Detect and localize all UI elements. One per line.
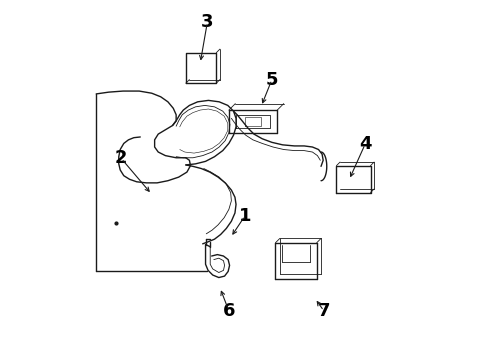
Text: 4: 4 xyxy=(359,135,371,153)
Text: 3: 3 xyxy=(201,13,214,31)
Text: 5: 5 xyxy=(266,71,278,89)
Text: 2: 2 xyxy=(115,149,127,167)
Text: 7: 7 xyxy=(318,302,330,320)
Text: 6: 6 xyxy=(222,302,235,320)
Text: 1: 1 xyxy=(239,207,251,225)
